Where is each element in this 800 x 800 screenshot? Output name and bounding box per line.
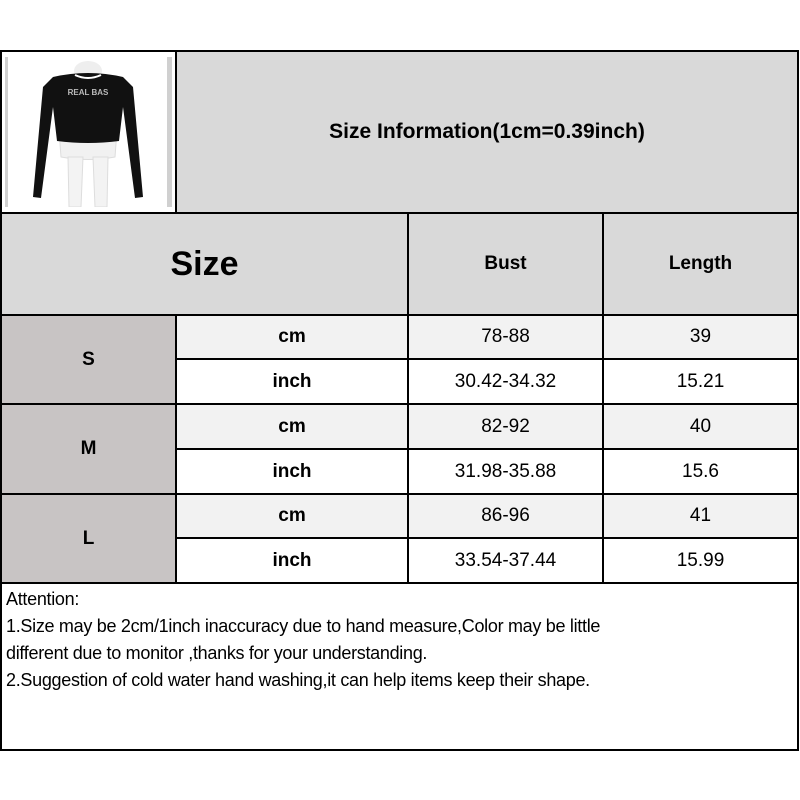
product-image-icon: REAL BAS xyxy=(32,61,143,207)
attention-line: 1.Size may be 2cm/1inch inaccuracy due t… xyxy=(6,616,601,636)
unit-cell: cm xyxy=(175,493,409,539)
table-row: inch 31.98-35.88 15.6 xyxy=(1,448,799,495)
svg-text:REAL BAS: REAL BAS xyxy=(67,88,108,97)
unit-cell: inch xyxy=(175,537,409,584)
unit-cell: cm xyxy=(175,314,409,360)
length-cell: 15.99 xyxy=(602,537,799,584)
attention-line: 2.Suggestion of cold water hand washing,… xyxy=(6,670,590,690)
attention-line: different due to monitor ,thanks for you… xyxy=(6,643,428,663)
table-row: inch 30.42-34.32 15.21 xyxy=(1,358,799,405)
bust-cell: 78-88 xyxy=(407,314,604,360)
length-cell: 39 xyxy=(602,314,799,360)
length-cell: 15.6 xyxy=(602,448,799,495)
bust-cell: 31.98-35.88 xyxy=(407,448,604,495)
attention-notes: Attention: 1.Size may be 2cm/1inch inacc… xyxy=(0,582,799,751)
product-photo: REAL BAS xyxy=(0,50,177,214)
size-label: S xyxy=(0,314,177,405)
size-chart-table: REAL BAS Size Information(1cm=0.39inch) … xyxy=(0,50,799,751)
bust-cell: 82-92 xyxy=(407,403,604,450)
table-row: L cm 86-96 41 xyxy=(0,493,799,584)
length-cell: 15.21 xyxy=(602,358,799,405)
table-row: M cm 82-92 40 xyxy=(0,403,799,495)
length-cell: 40 xyxy=(602,403,799,450)
length-column-header: Length xyxy=(602,212,799,316)
unit-cell: inch xyxy=(175,358,409,405)
attention-heading: Attention: xyxy=(6,589,80,609)
bust-cell: 30.42-34.32 xyxy=(407,358,604,405)
bust-column-header: Bust xyxy=(407,212,604,316)
bust-cell: 33.54-37.44 xyxy=(407,537,604,584)
size-label: L xyxy=(0,493,177,584)
size-column-header: Size xyxy=(0,212,409,316)
bust-cell: 86-96 xyxy=(407,493,604,539)
chart-title: Size Information(1cm=0.39inch) xyxy=(175,50,799,214)
unit-cell: inch xyxy=(175,448,409,495)
size-label: M xyxy=(0,403,177,495)
unit-cell: cm xyxy=(175,403,409,450)
table-row: inch 33.54-37.44 15.99 xyxy=(1,537,799,584)
length-cell: 41 xyxy=(602,493,799,539)
table-row: S cm 78-88 39 xyxy=(0,314,799,405)
